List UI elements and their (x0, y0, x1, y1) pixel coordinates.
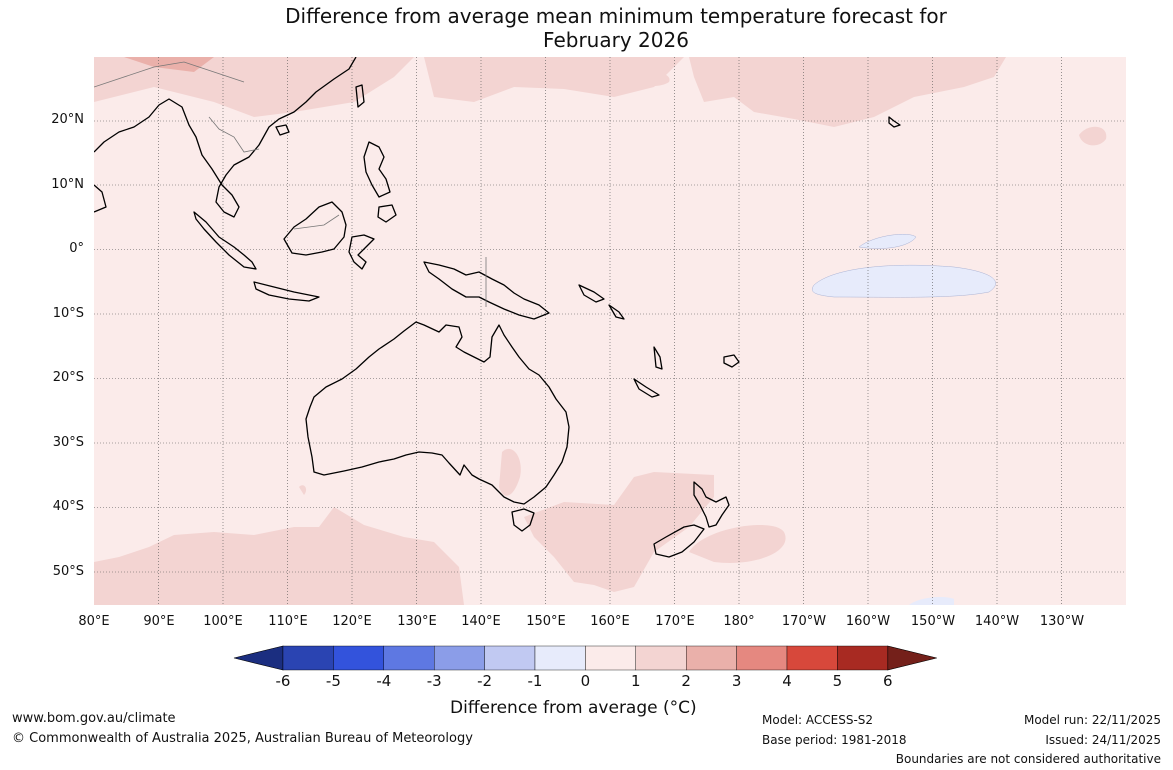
colorbar-segment (635, 645, 687, 671)
new-zealand-north (693, 481, 730, 528)
coastlines (94, 57, 901, 558)
lon-label-110e: 110°E (268, 614, 308, 629)
lat-label-20s: 20°S (52, 370, 84, 385)
lat-label-20n: 20°N (51, 112, 84, 127)
colorbar-tick-label: -4 (376, 672, 392, 690)
lon-label-100e: 100°E (203, 614, 243, 629)
lon-label-80e: 80°E (78, 614, 110, 629)
model-run-date: Model run: 22/11/2025 (1023, 713, 1161, 727)
colorbar (233, 645, 937, 671)
lon-label-140w: 140°W (974, 614, 1020, 629)
sumatra-coast (193, 211, 257, 270)
colorbar-segment (484, 645, 536, 671)
colorbar-segment (736, 645, 788, 671)
philippines-coast (363, 141, 391, 198)
lat-label-30s: 30°S (52, 435, 84, 450)
new-zealand-south (653, 524, 705, 558)
map-canvas (94, 57, 1126, 605)
lon-label-170w: 170°W (781, 614, 827, 629)
tasmania-coast (511, 508, 535, 532)
colorbar-segment (333, 645, 385, 671)
sulawesi-coast (348, 234, 375, 270)
country-borders (94, 61, 487, 307)
colorbar-tick-label: 6 (883, 672, 893, 690)
lon-label-140e: 140°E (461, 614, 501, 629)
anomaly-shading (94, 57, 1107, 605)
colorbar-extend-low (233, 645, 284, 671)
colorbar-tick-label: -5 (325, 672, 341, 690)
borneo-coast (283, 201, 347, 256)
asia-mainland-coast (94, 57, 357, 218)
base-period: Base period: 1981-2018 (762, 733, 907, 747)
colorbar-segment (282, 645, 334, 671)
lat-label-40s: 40°S (52, 499, 84, 514)
website-link[interactable]: www.bom.gov.au/climate (12, 711, 176, 726)
colorbar-segment (383, 645, 435, 671)
lon-label-170e: 170°E (655, 614, 695, 629)
colorbar-tick-label: 2 (681, 672, 691, 690)
lon-label-180: 180° (723, 614, 755, 629)
colorbar-tick-label: -2 (477, 672, 493, 690)
colorbar-segment (433, 645, 485, 671)
lon-label-90e: 90°E (143, 614, 175, 629)
map-title: Difference from average mean minimum tem… (0, 4, 1173, 52)
lat-label-50s: 50°S (52, 564, 84, 579)
boundaries-disclaimer: Boundaries are not considered authoritat… (895, 752, 1161, 766)
issued-date: Issued: 24/11/2025 (1045, 733, 1161, 747)
colorbar-label: Difference from average (°C) (450, 698, 697, 718)
colorbar-tick-label: -1 (527, 672, 543, 690)
lat-label-0: 0° (69, 241, 84, 256)
java-coast (253, 281, 320, 302)
colorbar-segment (534, 645, 586, 671)
graticule (94, 57, 1126, 605)
colorbar-tick-label: 1 (631, 672, 641, 690)
colorbar-tick-label: 4 (782, 672, 792, 690)
lat-label-10n: 10°N (51, 177, 84, 192)
lon-label-120e: 120°E (332, 614, 372, 629)
lon-label-160w: 160°W (845, 614, 891, 629)
colorbar-extend-high (887, 645, 937, 671)
colorbar-segment (686, 645, 737, 671)
model-name: Model: ACCESS-S2 (762, 713, 874, 727)
colorbar-segment (585, 645, 636, 671)
lon-label-130w: 130°W (1039, 614, 1085, 629)
copyright-text: © Commonwealth of Australia 2025, Austra… (12, 731, 473, 746)
colorbar-tick-label: 3 (731, 672, 742, 690)
lon-label-150w: 150°W (910, 614, 956, 629)
title-line-2: February 2026 (543, 28, 689, 52)
colorbar-segment (786, 645, 838, 671)
lat-label-10s: 10°S (52, 306, 84, 321)
colorbar-segment (837, 645, 889, 671)
australia-coast (305, 321, 570, 505)
new-guinea-coast (423, 261, 550, 320)
forecast-map[interactable] (94, 57, 1126, 605)
colorbar-tick-label: -3 (426, 672, 442, 690)
lon-label-150e: 150°E (526, 614, 566, 629)
colorbar-tick-label: 5 (832, 672, 843, 690)
title-line-1: Difference from average mean minimum tem… (285, 4, 947, 28)
lon-label-130e: 130°E (397, 614, 437, 629)
colorbar-tick-label: -6 (275, 672, 291, 690)
colorbar-tick-label: 0 (580, 672, 591, 690)
lon-label-160e: 160°E (590, 614, 630, 629)
